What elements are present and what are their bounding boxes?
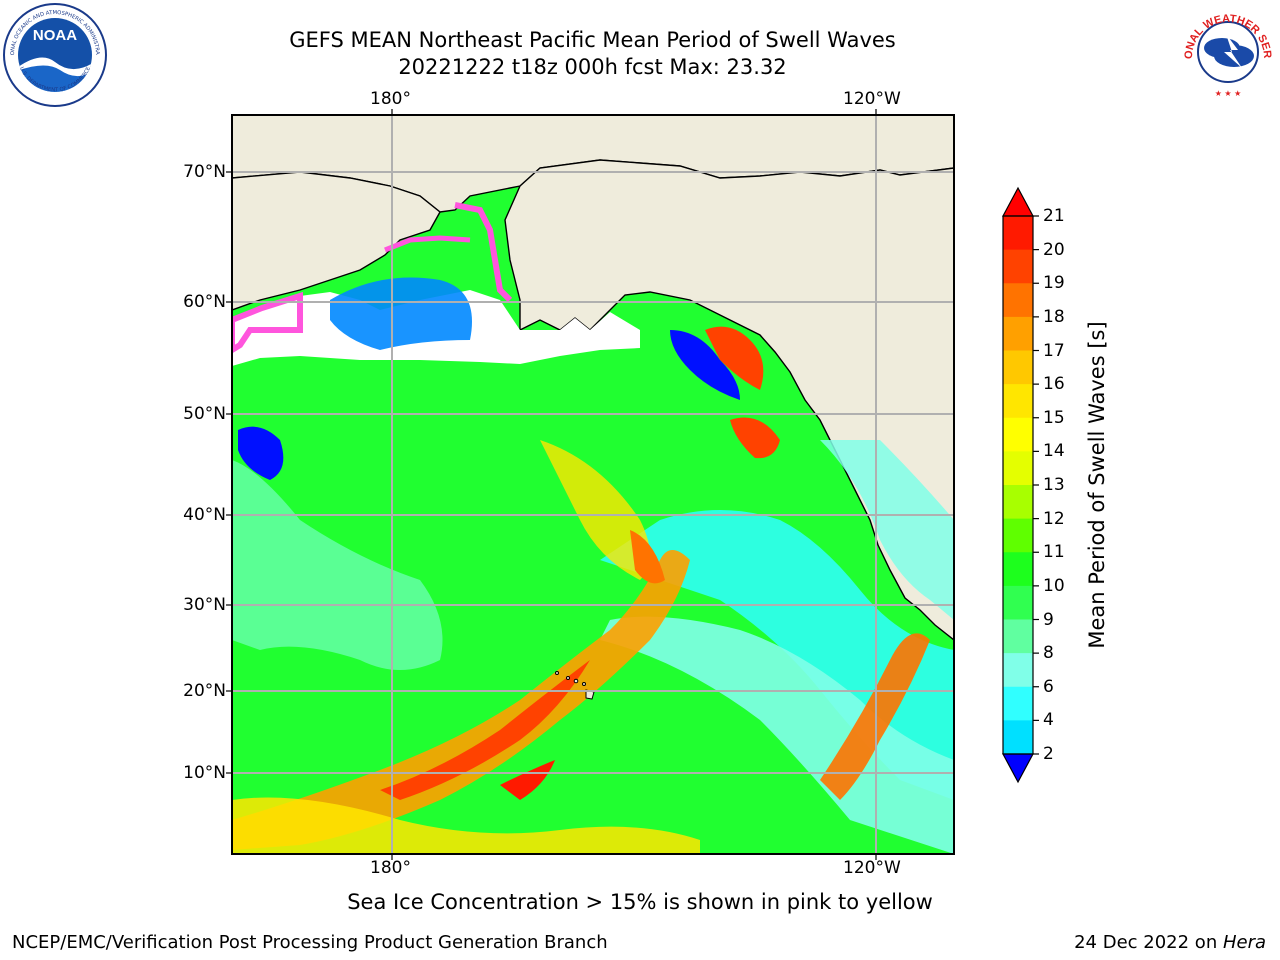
colorbar-tick-label: 16: [1043, 374, 1065, 395]
colorbar-tick-label: 17: [1043, 340, 1065, 361]
colorbar-segment: [1003, 249, 1033, 284]
noaa-text: NOAA: [33, 27, 77, 44]
footer-host: Hera: [1222, 932, 1266, 953]
colorbar-tick-label: 18: [1043, 306, 1065, 327]
field-warm-east: [820, 633, 930, 800]
sea-ice-north: [454, 202, 513, 303]
colorbar-segment: [1003, 518, 1033, 553]
sea-ice-west: [232, 291, 303, 354]
colorbar-tick-label: 11: [1043, 542, 1065, 563]
colorbar-extend-min: [1001, 753, 1035, 784]
colorbar-tick-label: 6: [1043, 676, 1054, 697]
svg-text:★ ★ ★: ★ ★ ★: [1215, 89, 1242, 98]
ocean-unresolved: [232, 290, 640, 366]
lat-label-60n: 60°N: [183, 292, 226, 312]
colorbar-segment: [1003, 653, 1033, 688]
sea-ice-arc: [384, 235, 471, 253]
field-blue-bering: [330, 277, 472, 350]
field-blue-west: [238, 426, 284, 480]
field-yellow-south: [232, 797, 700, 854]
colorbar-tick-label: 14: [1043, 441, 1065, 462]
field-cool-coast: [820, 440, 954, 620]
field-red-ne-2: [730, 417, 780, 459]
lat-label-20n: 20°N: [183, 681, 226, 701]
colorbar-extend-max: [1001, 186, 1035, 217]
nws-logo: NATIONAL WEATHER SERVICE ★ ★ ★: [1176, 0, 1273, 98]
colorbar-tick-label: 21: [1043, 206, 1065, 226]
field-blue-gulf: [670, 330, 740, 400]
field-warm-band: [232, 550, 690, 850]
colorbar-tick-label: 10: [1043, 575, 1065, 596]
footer-credit: NCEP/EMC/Verification Post Processing Pr…: [12, 932, 608, 953]
colorbar-tick-label: 12: [1043, 508, 1065, 529]
colorbar-segment: [1003, 720, 1033, 755]
colorbar-tick-label: 8: [1043, 643, 1054, 664]
colorbar-title-text: Mean Period of Swell Waves [s]: [1085, 321, 1109, 649]
colorbar-tick-label: 2: [1043, 744, 1054, 764]
colorbar-segment: [1003, 686, 1033, 721]
colorbar-segment: [1003, 384, 1033, 419]
noaa-logo: NOAA NATIONAL OCEANIC AND ATMOSPHERIC AD…: [0, 0, 107, 107]
field-cool: [232, 460, 443, 670]
chart-subtitle: 20221222 t18z 000h fcst Max: 23.32: [398, 55, 787, 79]
hawaii-islands: [555, 671, 595, 700]
lat-label-70n: 70°N: [183, 162, 226, 182]
lon-label-top-120w: 120°W: [843, 89, 901, 109]
graticule: [232, 115, 954, 854]
footer-date: 24 Dec 2022 on Hera: [1074, 932, 1266, 953]
lon-label-bottom-120w: 120°W: [843, 858, 901, 878]
field-hot-spot: [500, 760, 555, 800]
chart-title: GEFS MEAN Northeast Pacific Mean Period …: [289, 28, 896, 52]
colorbar-tick-label: 20: [1043, 239, 1065, 260]
field-cool-east-2: [600, 616, 954, 854]
lat-label-30n: 30°N: [183, 595, 226, 615]
land-alaska: [504, 159, 954, 641]
map-frame: [231, 114, 955, 855]
field-warm-core: [380, 660, 590, 800]
sea-ice-caption: Sea Ice Concentration > 15% is shown in …: [347, 890, 933, 914]
colorbar-tick-label: 15: [1043, 407, 1065, 428]
lon-label-top-180: 180°: [370, 89, 411, 109]
lat-label-50n: 50°N: [183, 404, 226, 424]
colorbar-segment: [1003, 350, 1033, 385]
land-chukotka: [232, 171, 441, 311]
land-north: [232, 115, 954, 213]
colorbar-segment: [1003, 585, 1033, 620]
colorbar-tick-label: 13: [1043, 475, 1065, 495]
field-yellow-mid: [540, 440, 650, 580]
field-orange-mid: [630, 530, 665, 584]
colorbar-tick-label: 19: [1043, 273, 1065, 294]
footer-date-text: 24 Dec 2022 on: [1074, 932, 1223, 953]
ocean-base: [232, 115, 954, 854]
colorbar-segment: [1003, 417, 1033, 452]
lon-label-bottom-180: 180°: [370, 858, 411, 878]
lat-label-10n: 10°N: [183, 763, 226, 783]
colorbar-tick-label: 9: [1043, 609, 1054, 630]
colorbar-segment: [1003, 216, 1033, 251]
field-red-northeast: [705, 326, 764, 390]
colorbar-segment: [1003, 316, 1033, 351]
field-cool-east: [600, 510, 954, 800]
lat-label-40n: 40°N: [183, 505, 226, 525]
colorbar-tick-label: 4: [1043, 710, 1054, 731]
colorbar-segment: [1003, 619, 1033, 654]
colorbar: [1001, 186, 1039, 784]
colorbar-segment: [1003, 485, 1033, 520]
colorbar-segment: [1003, 283, 1033, 318]
colorbar-frame: [1002, 215, 1034, 755]
colorbar-segment: [1003, 451, 1033, 486]
colorbar-segment: [1003, 552, 1033, 587]
